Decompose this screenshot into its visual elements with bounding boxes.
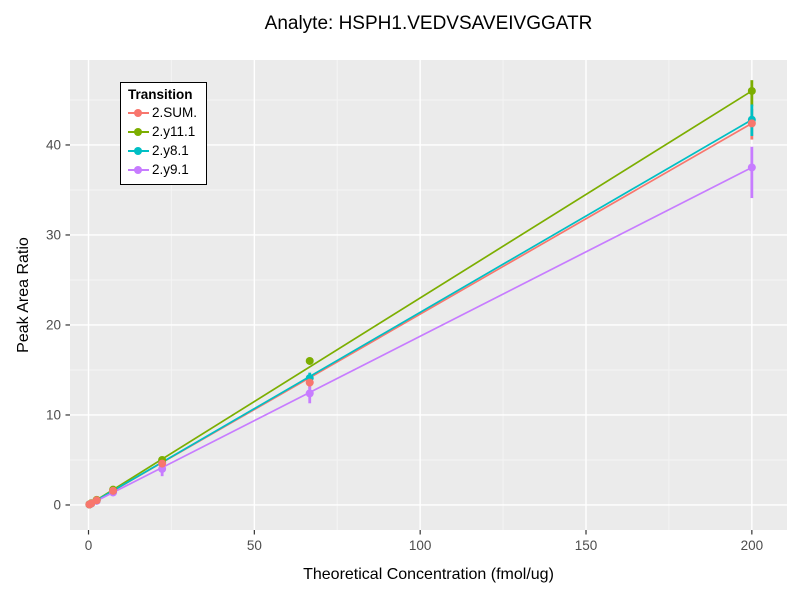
legend-item: 2.y9.1 bbox=[128, 160, 197, 179]
legend-key-icon bbox=[128, 162, 149, 178]
svg-text:0: 0 bbox=[85, 538, 93, 553]
y-tick-labels: 0 10 20 30 40 bbox=[46, 137, 61, 512]
svg-text:200: 200 bbox=[741, 538, 764, 553]
legend-title: Transition bbox=[128, 87, 193, 102]
legend-item: 2.SUM. bbox=[128, 103, 197, 122]
y-axis-title: Peak Area Ratio bbox=[15, 237, 32, 353]
svg-text:40: 40 bbox=[46, 137, 61, 152]
legend-key-icon bbox=[128, 143, 149, 159]
series-line-2.y8.1 bbox=[88, 119, 753, 506]
legend-item-label: 2.y9.1 bbox=[152, 162, 189, 177]
series-line-2.y9.1 bbox=[89, 166, 753, 506]
svg-text:150: 150 bbox=[575, 538, 598, 553]
chart-title: Analyte: HSPH1.VEDVSAVEIVGGATR bbox=[264, 13, 593, 34]
series-line-2.y11.1 bbox=[88, 90, 753, 506]
legend: Transition 2.SUM. 2.y11.1 2.y8.1 2.y9.1 bbox=[120, 82, 208, 185]
legend-item: 2.y8.1 bbox=[128, 141, 197, 160]
x-axis-title: Theoretical Concentration (fmol/ug) bbox=[303, 566, 554, 583]
x-tick-labels: 0 50 100 150 200 bbox=[85, 538, 763, 553]
legend-key-icon bbox=[128, 124, 149, 140]
series-points-2.SUM. bbox=[85, 119, 756, 509]
svg-text:10: 10 bbox=[46, 407, 61, 422]
svg-text:100: 100 bbox=[409, 538, 432, 553]
axis-ticks bbox=[65, 144, 753, 535]
svg-text:30: 30 bbox=[46, 227, 61, 242]
svg-text:0: 0 bbox=[53, 497, 61, 512]
svg-text:50: 50 bbox=[247, 538, 262, 553]
legend-item-label: 2.y11.1 bbox=[152, 124, 196, 139]
legend-item: 2.y11.1 bbox=[128, 122, 197, 141]
svg-text:20: 20 bbox=[46, 317, 61, 332]
legend-items: 2.SUM. 2.y11.1 2.y8.1 2.y9.1 bbox=[128, 103, 197, 179]
legend-item-label: 2.SUM. bbox=[152, 105, 198, 120]
legend-item-label: 2.y8.1 bbox=[152, 143, 189, 158]
legend-key-icon bbox=[128, 105, 149, 121]
